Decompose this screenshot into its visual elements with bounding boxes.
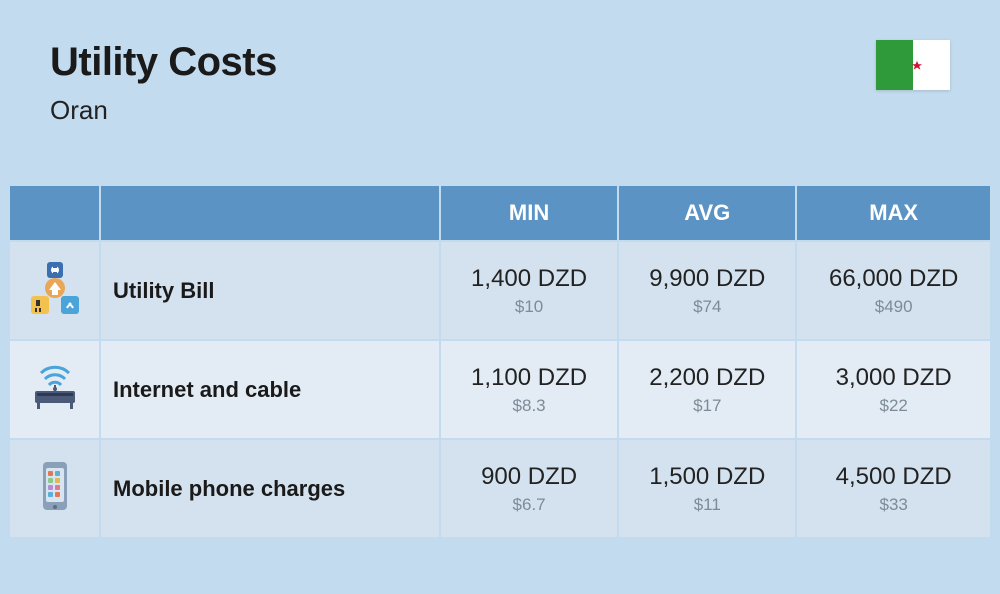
value-secondary: $33 (809, 495, 978, 515)
cell-min: 1,100 DZD $8.3 (440, 340, 618, 439)
table-row: Internet and cable 1,100 DZD $8.3 2,200 … (10, 340, 990, 439)
cell-avg: 2,200 DZD $17 (618, 340, 796, 439)
algeria-flag-icon (876, 40, 950, 90)
value-secondary: $22 (809, 396, 978, 416)
value-primary: 2,200 DZD (631, 364, 783, 392)
value-primary: 1,400 DZD (453, 265, 605, 293)
value-secondary: $74 (631, 297, 783, 317)
row-label: Utility Bill (100, 241, 440, 340)
value-primary: 66,000 DZD (809, 265, 978, 293)
row-label: Internet and cable (100, 340, 440, 439)
value-primary: 1,500 DZD (631, 463, 783, 491)
value-secondary: $17 (631, 396, 783, 416)
value-secondary: $6.7 (453, 495, 605, 515)
value-primary: 3,000 DZD (809, 364, 978, 392)
cost-table: MIN AVG MAX (10, 186, 990, 537)
value-primary: 900 DZD (453, 463, 605, 491)
cell-max: 3,000 DZD $22 (796, 340, 990, 439)
cell-avg: 1,500 DZD $11 (618, 439, 796, 537)
table-row: Mobile phone charges 900 DZD $6.7 1,500 … (10, 439, 990, 537)
col-min: MIN (440, 186, 618, 241)
value-secondary: $10 (453, 297, 605, 317)
col-max: MAX (796, 186, 990, 241)
value-primary: 9,900 DZD (631, 265, 783, 293)
cell-min: 1,400 DZD $10 (440, 241, 618, 340)
page-subtitle: Oran (50, 95, 277, 126)
cell-min: 900 DZD $6.7 (440, 439, 618, 537)
cell-max: 66,000 DZD $490 (796, 241, 990, 340)
table-row: Utility Bill 1,400 DZD $10 9,900 DZD $74… (10, 241, 990, 340)
header: Utility Costs Oran (0, 0, 1000, 146)
page-title: Utility Costs (50, 40, 277, 85)
value-secondary: $8.3 (453, 396, 605, 416)
row-label: Mobile phone charges (100, 439, 440, 537)
value-primary: 4,500 DZD (809, 463, 978, 491)
internet-cable-icon (10, 340, 100, 439)
utility-bill-icon (10, 241, 100, 340)
col-avg: AVG (618, 186, 796, 241)
value-primary: 1,100 DZD (453, 364, 605, 392)
col-icon (10, 186, 100, 241)
value-secondary: $11 (631, 495, 783, 515)
cell-avg: 9,900 DZD $74 (618, 241, 796, 340)
col-label (100, 186, 440, 241)
title-block: Utility Costs Oran (50, 40, 277, 126)
value-secondary: $490 (809, 297, 978, 317)
mobile-phone-icon (10, 439, 100, 537)
cell-max: 4,500 DZD $33 (796, 439, 990, 537)
table-header-row: MIN AVG MAX (10, 186, 990, 241)
